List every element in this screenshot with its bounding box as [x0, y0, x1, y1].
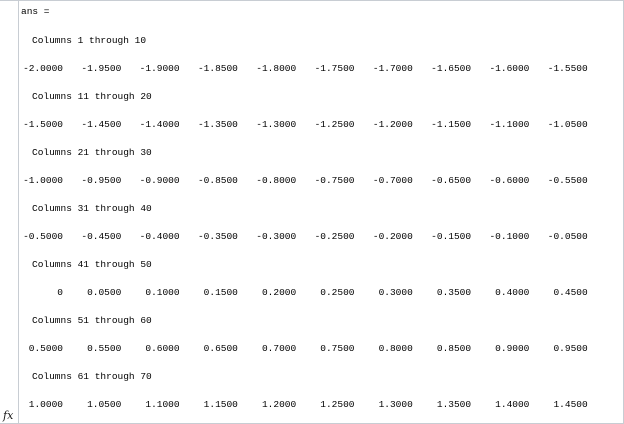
ans-label: ans =	[21, 6, 50, 17]
value-cell: -0.5000	[23, 231, 63, 242]
value-cell: -1.3500	[197, 119, 238, 130]
value-cell: 1.0000	[28, 399, 63, 410]
value-row: 0.5000 0.5500 0.6000 0.6500 0.7000 0.7500 0.80…	[21, 343, 621, 355]
value-cell: 0.7000	[261, 343, 297, 354]
value-cell: 0.2500	[320, 287, 355, 298]
value-cell: 0.6500	[203, 343, 238, 354]
value-cell: 0.3500	[436, 287, 472, 298]
value-row: -1.0000 -0.9500 -0.9000 -0.8500 -0.8000 -0.75…	[21, 175, 621, 187]
value-cell: -0.1000	[489, 231, 530, 242]
columns-header: Columns 61 through 70	[32, 371, 152, 382]
value-cell: 0	[57, 287, 63, 298]
value-cell: -1.6500	[431, 63, 472, 74]
value-cell: -1.7000	[372, 63, 413, 74]
value-cell: 0.2000	[261, 287, 297, 298]
value-cell: -1.6000	[489, 63, 530, 74]
value-cell: -1.5000	[23, 119, 63, 130]
columns-header: Columns 11 through 20	[32, 91, 152, 102]
value-cell: -1.5500	[547, 63, 588, 74]
value-row: -0.5000 -0.4500 -0.4000 -0.3500 -0.3000 -0.25…	[21, 231, 621, 243]
columns-header: Columns 41 through 50	[32, 259, 152, 270]
value-cell: -1.1500	[431, 119, 472, 130]
value-cell: -0.3500	[197, 231, 238, 242]
value-cell: 0.1000	[145, 287, 180, 298]
value-cell: -1.0500	[547, 119, 588, 130]
value-cell: 1.1000	[145, 399, 180, 410]
value-cell: -0.7000	[372, 175, 413, 186]
value-cell: -0.6000	[489, 175, 530, 186]
value-row: -1.5000 -1.4500 -1.4000 -1.3500 -1.3000 -1.25…	[21, 119, 621, 131]
value-cell: -1.9000	[139, 63, 180, 74]
value-cell: -1.2500	[314, 119, 355, 130]
value-cell: 1.2500	[320, 399, 355, 410]
value-cell: -0.9000	[139, 175, 180, 186]
value-cell: -0.5500	[547, 175, 588, 186]
value-cell: 0.3000	[378, 287, 413, 298]
value-cell: 0.9500	[553, 343, 588, 354]
value-cell: -0.6500	[431, 175, 472, 186]
value-cell: -0.9500	[81, 175, 122, 186]
value-cell: -1.1000	[489, 119, 530, 130]
columns-header: Columns 1 through 10	[32, 35, 147, 46]
value-cell: 0.7500	[320, 343, 355, 354]
value-cell: -0.1500	[431, 231, 472, 242]
value-cell: -0.2500	[314, 231, 355, 242]
value-cell: -1.8000	[256, 63, 297, 74]
value-row: -2.0000 -1.9500 -1.9000 -1.8500 -1.8000 -1.75…	[21, 63, 621, 75]
value-cell: 1.3000	[378, 399, 413, 410]
value-cell: 0.8500	[436, 343, 472, 354]
value-cell: 1.0500	[87, 399, 122, 410]
value-cell: 1.4000	[495, 399, 530, 410]
value-cell: 1.2000	[261, 399, 297, 410]
value-cell: -1.7500	[314, 63, 355, 74]
value-cell: 1.3500	[436, 399, 472, 410]
value-cell: -0.7500	[314, 175, 355, 186]
value-cell: 0.8000	[378, 343, 413, 354]
value-cell: -1.8500	[197, 63, 238, 74]
value-row: 0 0.0500 0.1000 0.1500 0.2000 0.2500 0.3000 0.3…	[21, 287, 621, 299]
columns-header: Columns 21 through 30	[32, 147, 152, 158]
value-cell: -1.2000	[372, 119, 413, 130]
value-cell: 0.1500	[203, 287, 238, 298]
value-cell: -0.4500	[81, 231, 122, 242]
value-cell: -0.4000	[139, 231, 180, 242]
value-cell: 0.0500	[87, 287, 122, 298]
value-cell: 0.4000	[495, 287, 530, 298]
value-cell: -0.8500	[197, 175, 238, 186]
value-cell: -1.4500	[81, 119, 122, 130]
value-cell: 0.4500	[553, 287, 588, 298]
value-cell: 0.5000	[28, 343, 63, 354]
columns-header: Columns 51 through 60	[32, 315, 152, 326]
value-cell: -0.0500	[547, 231, 588, 242]
columns-header: Columns 31 through 40	[32, 203, 152, 214]
value-row: 1.0000 1.0500 1.1000 1.1500 1.2000 1.2500 1.30…	[21, 399, 621, 411]
value-cell: 1.4500	[553, 399, 588, 410]
value-cell: -2.0000	[23, 63, 63, 74]
value-cell: -1.3000	[256, 119, 297, 130]
fx-prompt-icon[interactable]: fx	[3, 409, 14, 422]
value-cell: -1.0000	[23, 175, 63, 186]
value-cell: -1.9500	[81, 63, 122, 74]
value-cell: -0.3000	[256, 231, 297, 242]
value-cell: 1.1500	[203, 399, 238, 410]
value-cell: 0.9000	[495, 343, 530, 354]
value-cell: 0.5500	[87, 343, 122, 354]
value-cell: -1.4000	[139, 119, 180, 130]
command-window-gutter: fx	[0, 1, 19, 423]
value-cell: -0.2000	[372, 231, 413, 242]
value-cell: -0.8000	[256, 175, 297, 186]
value-cell: 0.6000	[145, 343, 180, 354]
